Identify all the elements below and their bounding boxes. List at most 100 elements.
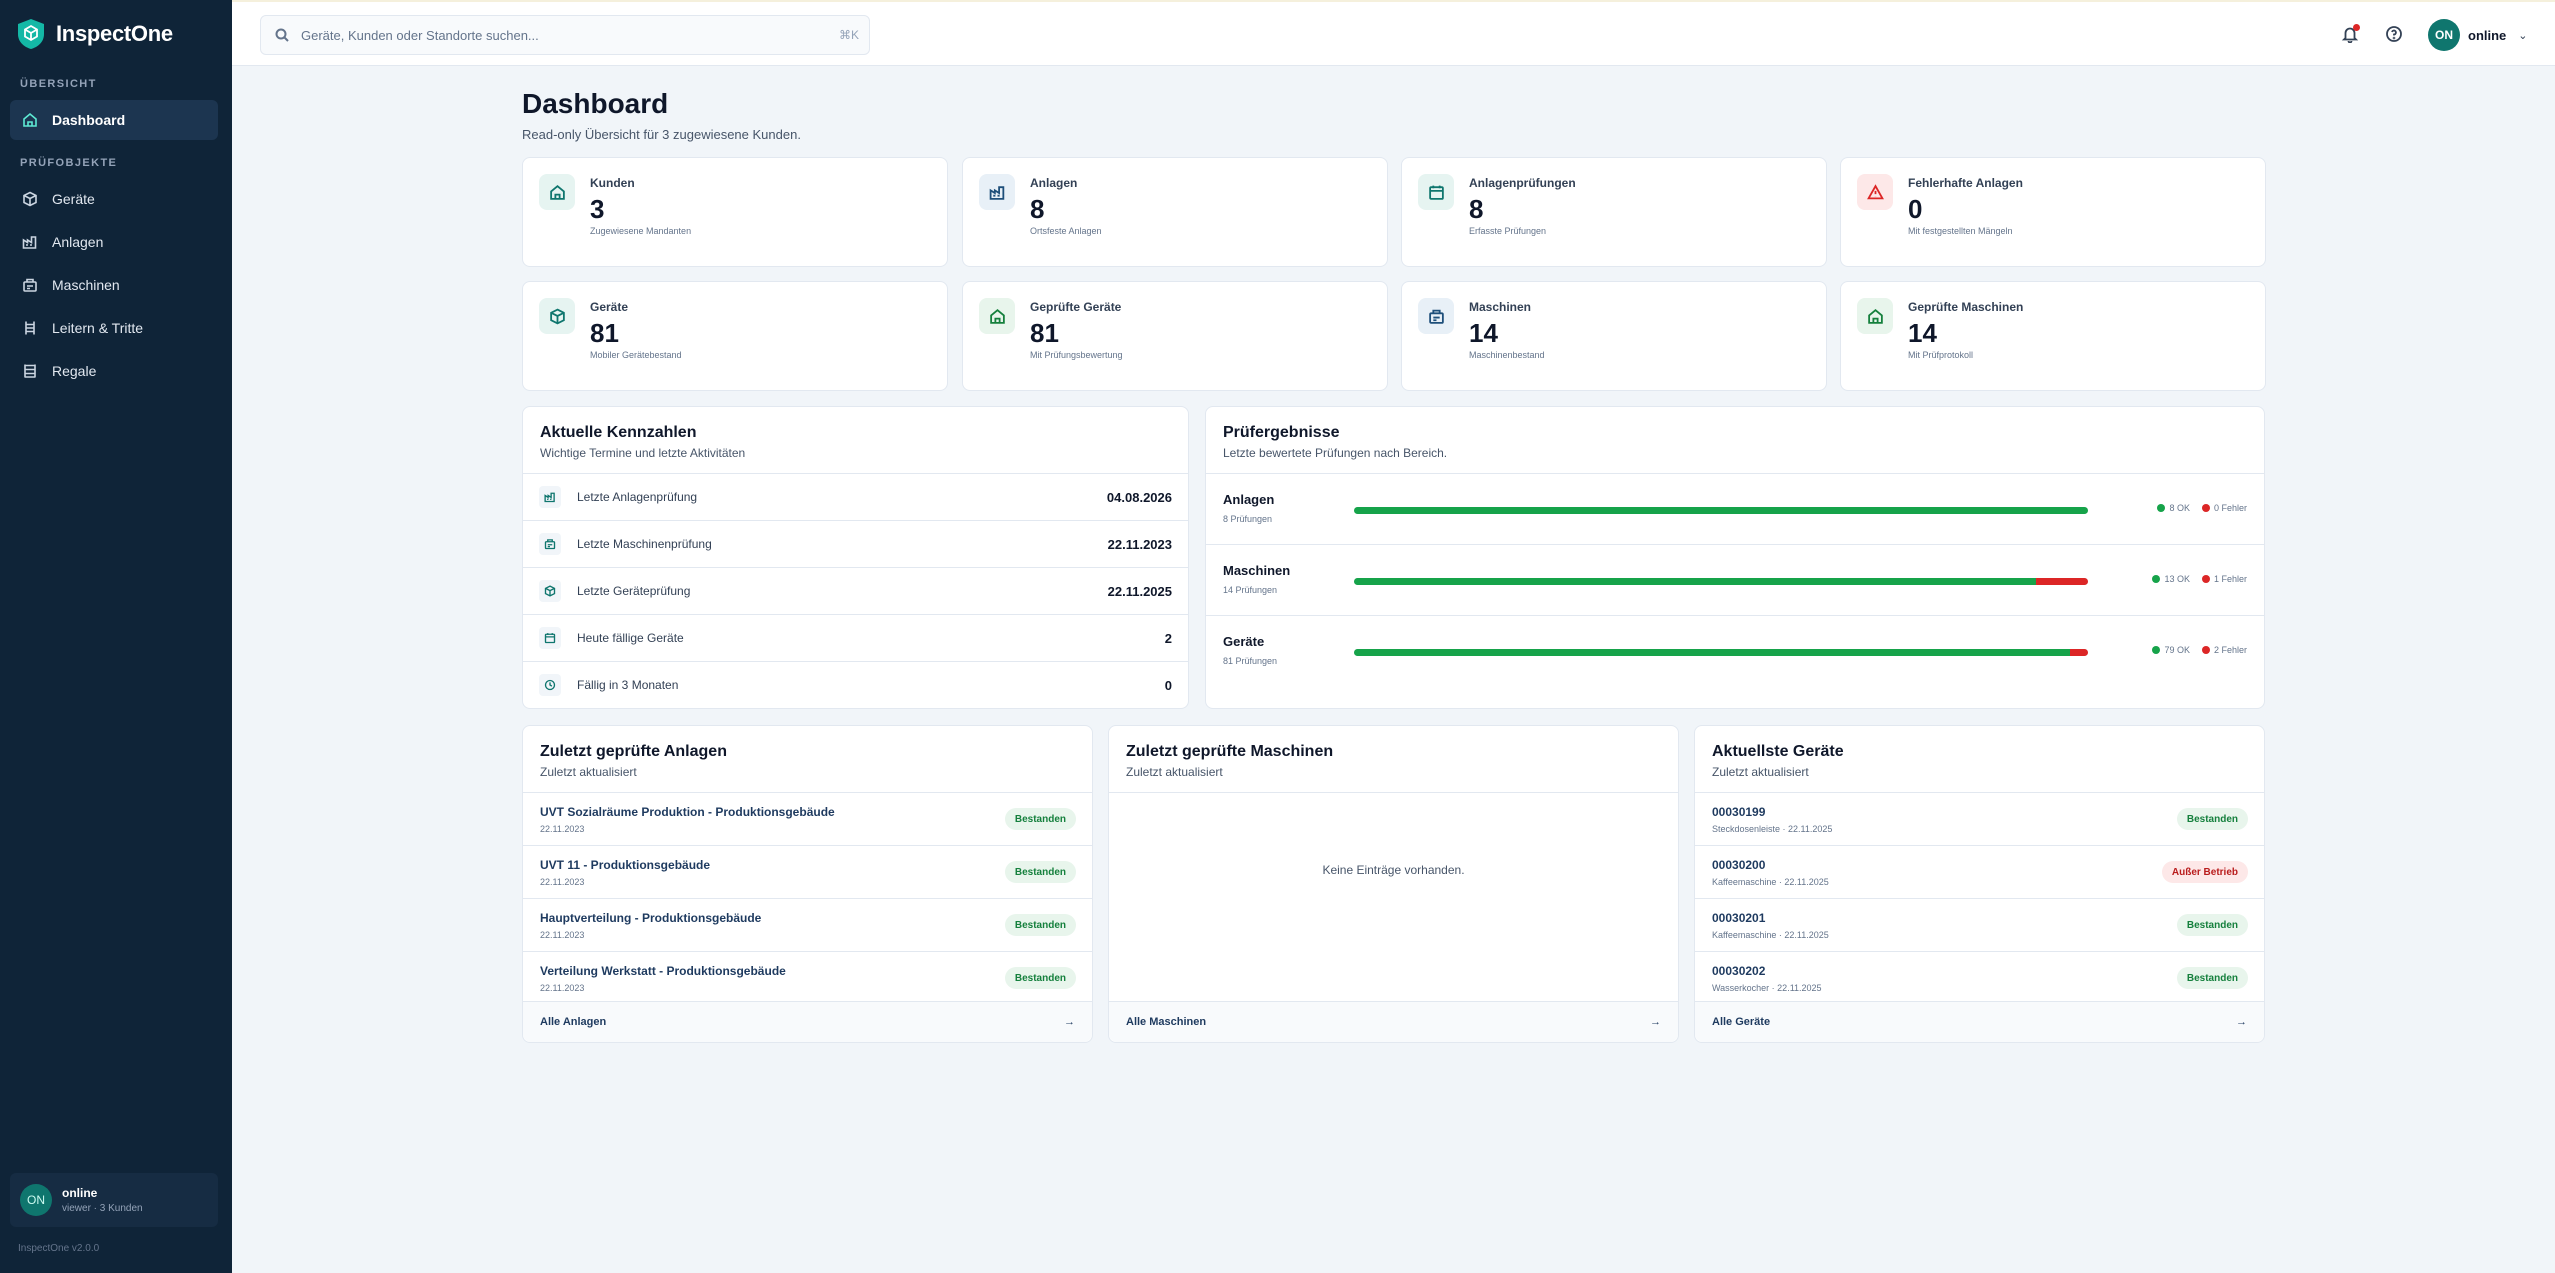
list-item[interactable]: UVT 11 - Produktionsgebäude 22.11.2023 Bes…	[523, 845, 1092, 898]
kpi-value: 04.08.2026	[1106, 489, 1172, 505]
list-item-title[interactable]: Verteilung Werkstatt - Produktionsgebäud…	[540, 964, 786, 978]
result-legend: 79 OK 2 Fehler	[2152, 645, 2247, 655]
sidebar-item-maschinen[interactable]: Maschinen	[10, 265, 218, 305]
stat-card: Geräte 81 Mobiler Gerätebestand	[522, 281, 948, 391]
kpi-label: Letzte Maschinenprüfung	[577, 537, 712, 551]
kpi-row: Letzte Geräteprüfung 22.11.2025	[523, 567, 1188, 614]
search-shortcut: ⌘K	[838, 28, 859, 42]
calendar-icon	[1418, 174, 1454, 210]
list-item-subtitle: Steckdosenleiste · 22.11.2025	[1712, 824, 1833, 834]
fail-label: 1 Fehler	[2213, 574, 2247, 584]
status-badge: Bestanden	[1004, 808, 1076, 830]
stat-value: 14	[1908, 318, 1937, 348]
list-item-title[interactable]: Hauptverteilung - Produktionsgebäude	[540, 911, 762, 925]
help-button[interactable]	[2382, 22, 2406, 46]
shelf-icon	[24, 364, 36, 378]
stat-card: Fehlerhafte Anlagen 0 Mit festgestellten M…	[1840, 157, 2266, 267]
home-icon	[539, 174, 575, 210]
user-menu-button[interactable]: ON online ⌄	[2428, 19, 2528, 51]
result-bar	[1354, 578, 2088, 585]
list-item[interactable]: 00030202 Wasserkocher · 22.11.2025 Bestand…	[1695, 951, 2264, 1004]
arrow-right-icon: →	[2236, 1016, 2247, 1028]
list-item[interactable]: 00030201 Kaffeemaschine · 22.11.2025 Besta…	[1695, 898, 2264, 951]
sidebar-item-label: Leitern & Tritte	[52, 320, 144, 336]
result-row: Anlagen 8 Prüfungen 8 OK 0 Fehler	[1206, 473, 2264, 544]
machine-icon	[23, 278, 37, 292]
ok-label: 8 OK	[2169, 503, 2190, 513]
fail-label: 2 Fehler	[2213, 645, 2247, 655]
card-subtitle: Letzte bewertete Prüfungen nach Bereich.	[1223, 446, 1448, 460]
ok-label: 79 OK	[2164, 645, 2190, 655]
search-icon	[275, 28, 289, 42]
kpi-value: 0	[1164, 677, 1172, 693]
bell-icon	[2341, 27, 2359, 43]
status-badge: Bestanden	[1004, 914, 1076, 936]
all-maschinen-link[interactable]: Alle Maschinen →	[1109, 1001, 1678, 1042]
home-icon	[1857, 298, 1893, 334]
machine-icon	[1418, 298, 1454, 334]
factory-icon	[979, 174, 1015, 210]
status-badge: Bestanden	[2176, 967, 2248, 989]
list-item-title[interactable]: 00030202	[1712, 964, 1766, 978]
machine-icon	[539, 533, 561, 555]
sidebar-item-anlagen[interactable]: Anlagen	[10, 222, 218, 262]
page-title: Dashboard	[522, 88, 669, 119]
all-geraete-link[interactable]: Alle Geräte →	[1695, 1001, 2264, 1042]
arrow-right-icon: →	[1064, 1016, 1075, 1028]
all-anlagen-link[interactable]: Alle Anlagen →	[523, 1001, 1092, 1042]
list-item-title[interactable]: 00030201	[1712, 911, 1766, 925]
result-bar	[1354, 507, 2088, 514]
fail-dot-icon	[2201, 646, 2210, 654]
kpi-value: 2	[1164, 630, 1172, 646]
brand[interactable]: InspectOne	[16, 18, 173, 50]
empty-state: Keine Einträge vorhanden.	[1109, 792, 1678, 1003]
box-icon	[539, 298, 575, 334]
sidebar-item-regale[interactable]: Regale	[10, 351, 218, 391]
page-subtitle: Read-only Übersicht für 3 zugewiesene Ku…	[522, 127, 801, 142]
fail-dot-icon	[2201, 575, 2210, 583]
stat-card: Maschinen 14 Maschinenbestand	[1401, 281, 1827, 391]
status-badge: Bestanden	[1004, 861, 1076, 883]
stat-value: 3	[590, 194, 605, 224]
stat-description: Zugewiesene Mandanten	[590, 226, 692, 236]
list-item[interactable]: 00030199 Steckdosenleiste · 22.11.2025 Bes…	[1695, 792, 2264, 845]
sidebar-item-label: Anlagen	[52, 234, 104, 250]
notifications-button[interactable]	[2338, 22, 2362, 46]
list-item-title[interactable]: 00030199	[1712, 805, 1766, 819]
list-item[interactable]: Verteilung Werkstatt - Produktionsgebäud…	[523, 951, 1092, 1004]
list-item-title[interactable]: UVT Sozialräume Produktion - Produktions…	[540, 805, 835, 819]
result-bar-fail	[2069, 649, 2088, 656]
ok-dot-icon	[2152, 646, 2161, 654]
search-input[interactable]	[301, 27, 821, 43]
card-title: Prüfergebnisse	[1223, 424, 1340, 441]
kpi-value: 22.11.2023	[1107, 536, 1172, 552]
stat-description: Mit Prüfungsbewertung	[1030, 350, 1123, 360]
sidebar-user-card[interactable]: ON online viewer · 3 Kunden	[10, 1173, 218, 1227]
card-subtitle: Wichtige Termine und letzte Aktivitäten	[540, 446, 746, 460]
list-item[interactable]: 00030200 Kaffeemaschine · 22.11.2025 Außer…	[1695, 845, 2264, 898]
status-badge: Bestanden	[2176, 808, 2248, 830]
card-title: Aktuelle Kennzahlen	[540, 424, 697, 441]
list-item-subtitle: Kaffeemaschine · 22.11.2025	[1712, 930, 1829, 940]
stat-description: Mit festgestellten Mängeln	[1908, 226, 2013, 236]
result-name: Anlagen	[1223, 492, 1275, 507]
stat-description: Mit Prüfprotokoll	[1908, 350, 1974, 360]
footer-label: Alle Geräte	[1712, 1016, 1771, 1028]
card-subtitle: Zuletzt aktualisiert	[540, 765, 637, 779]
list-item[interactable]: UVT Sozialräume Produktion - Produktions…	[523, 792, 1092, 845]
list-item-title[interactable]: UVT 11 - Produktionsgebäude	[540, 858, 711, 872]
sidebar-item-geraete[interactable]: Geräte	[10, 179, 218, 219]
sidebar-item-label: Maschinen	[52, 277, 120, 293]
maschinen-list-card: Zuletzt geprüfte Maschinen Zuletzt aktua…	[1108, 725, 1679, 1043]
search-box[interactable]: ⌘K	[260, 15, 870, 55]
sidebar-item-leitern[interactable]: Leitern & Tritte	[10, 308, 218, 348]
result-bar-ok	[1354, 507, 2088, 514]
sidebar-item-dashboard[interactable]: Dashboard	[10, 100, 218, 140]
list-item-title[interactable]: 00030200	[1712, 858, 1766, 872]
kennzahlen-card: Aktuelle Kennzahlen Wichtige Termine und…	[522, 406, 1189, 709]
kpi-label: Heute fällige Geräte	[577, 631, 684, 645]
ok-dot-icon	[2157, 504, 2166, 512]
nav-section-objects: PRÜFOBJEKTE	[20, 157, 118, 169]
kpi-row: Letzte Maschinenprüfung 22.11.2023	[523, 520, 1188, 567]
list-item[interactable]: Hauptverteilung - Produktionsgebäude 22.1…	[523, 898, 1092, 951]
